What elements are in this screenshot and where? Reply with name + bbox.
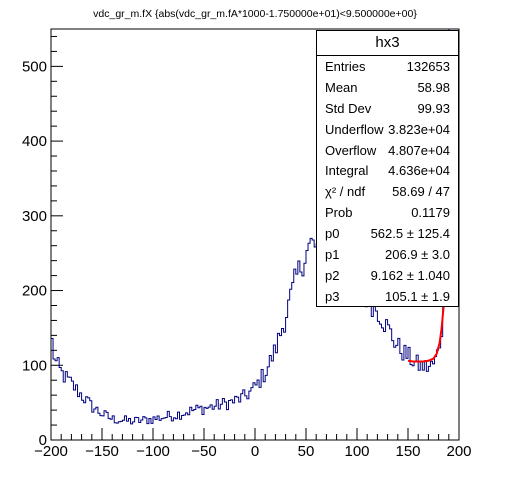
stats-label: p2 [325, 268, 339, 283]
stats-value: 58.98 [417, 80, 450, 95]
stats-label: Underflow [325, 122, 384, 137]
x-tick-label: 150 [395, 443, 420, 460]
stats-value: 99.93 [417, 101, 450, 116]
x-tick-label: 100 [344, 443, 369, 460]
x-tick-label: −50 [191, 443, 216, 460]
x-tick-label: 50 [298, 443, 315, 460]
y-tick-label: 0 [39, 432, 47, 449]
stats-row-integral: Integral 4.636e+04 [317, 160, 458, 181]
stats-row-stddev: Std Dev 99.93 [317, 98, 458, 119]
stats-value: 562.5 ± 125.4 [371, 226, 450, 241]
stats-label: χ² / ndf [325, 184, 365, 199]
stats-value: 132653 [407, 59, 450, 74]
stats-label: Mean [325, 80, 358, 95]
stats-row-p3: p3 105.1 ± 1.9 [317, 286, 458, 307]
stats-row-p0: p0 562.5 ± 125.4 [317, 223, 458, 244]
y-tick-label: 100 [22, 357, 47, 374]
stats-value: 58.69 / 47 [392, 184, 450, 199]
stats-value: 105.1 ± 1.9 [385, 289, 450, 304]
stats-row-p2: p2 9.162 ± 1.040 [317, 265, 458, 286]
y-tick-label: 400 [22, 133, 47, 150]
stats-box: hx3 Entries 132653 Mean 58.98 Std Dev 99.93… [316, 30, 459, 307]
stats-label: Std Dev [325, 101, 371, 116]
y-tick-label: 300 [22, 208, 47, 225]
stats-row-entries: Entries 132653 [317, 56, 458, 77]
x-tick-label: −100 [136, 443, 170, 460]
stats-label: Entries [325, 59, 365, 74]
stats-value: 9.162 ± 1.040 [371, 268, 450, 283]
stats-label: Prob [325, 205, 352, 220]
stats-value: 206.9 ± 3.0 [385, 247, 450, 262]
x-tick-label: 0 [251, 443, 259, 460]
stats-label: Overflow [325, 143, 376, 158]
y-tick-label: 500 [22, 58, 47, 75]
stats-value: 0.1179 [411, 205, 450, 220]
stats-value: 4.807e+04 [388, 143, 450, 158]
stats-label: p3 [325, 289, 339, 304]
stats-row-mean: Mean 58.98 [317, 77, 458, 98]
stats-label: p1 [325, 247, 339, 262]
stats-row-chi2: χ² / ndf 58.69 / 47 [317, 181, 458, 202]
stats-value: 3.823e+04 [388, 122, 450, 137]
x-tick-label: 200 [446, 443, 471, 460]
stats-row-prob: Prob 0.1179 [317, 202, 458, 223]
y-tick-label: 200 [22, 283, 47, 300]
stats-value: 4.636e+04 [388, 163, 450, 178]
stats-box-title: hx3 [317, 31, 458, 56]
stats-rows: Entries 132653 Mean 58.98 Std Dev 99.93 Und… [317, 56, 458, 307]
stats-label: p0 [325, 226, 339, 241]
stats-row-overflow: Overflow 4.807e+04 [317, 140, 458, 161]
x-tick-label: −150 [85, 443, 119, 460]
stats-label: Integral [325, 163, 368, 178]
stats-row-underflow: Underflow 3.823e+04 [317, 119, 458, 140]
stats-row-p1: p1 206.9 ± 3.0 [317, 244, 458, 265]
